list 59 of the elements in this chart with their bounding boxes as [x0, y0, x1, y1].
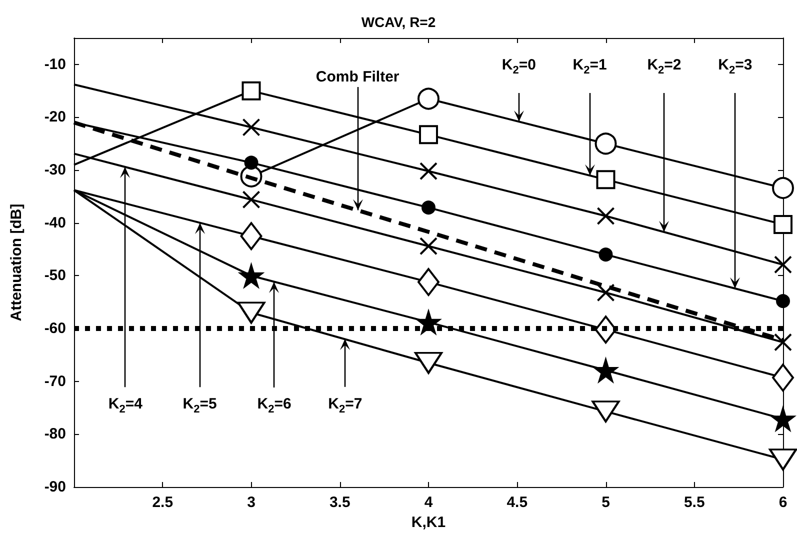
- point: [774, 256, 792, 274]
- y-tick-label: -50: [44, 267, 66, 284]
- x-tick-label: 6: [778, 494, 788, 511]
- annotation: K$_{2}$=6: [257, 396, 292, 416]
- point: [598, 248, 613, 262]
- point: [422, 200, 436, 215]
- y-axis-title: Attenuation [dB]: [8, 204, 25, 322]
- point: [772, 364, 794, 392]
- x-tick-label: 2.5: [152, 494, 174, 511]
- point: [596, 207, 615, 226]
- point: [240, 222, 262, 250]
- point: [238, 263, 264, 288]
- point: [770, 406, 796, 432]
- annotation: K$_{2}$=1: [572, 56, 607, 76]
- point: [596, 284, 615, 302]
- point: [776, 294, 790, 308]
- y-tick-label: -90: [44, 478, 66, 496]
- point: [237, 302, 266, 324]
- point: [772, 177, 794, 200]
- point: [596, 170, 616, 190]
- annotation: K$_{2}$=4: [108, 396, 142, 416]
- point: [774, 214, 792, 234]
- y-tick-label: -60: [44, 320, 66, 338]
- point: [593, 358, 618, 383]
- x-tick-label: 3: [247, 494, 256, 511]
- point: [244, 156, 258, 170]
- point: [416, 310, 441, 335]
- y-tick-label: -10: [44, 56, 66, 73]
- point: [420, 237, 438, 256]
- point: [418, 268, 440, 296]
- annotation: K$_{2}$=3: [718, 56, 752, 76]
- x-tick-label: 3.5: [329, 494, 350, 511]
- annotation: K$_{2}$=2: [647, 56, 682, 76]
- chart-title: WCAV, R=2: [361, 14, 436, 30]
- annotation: K$_{2}$=7: [328, 396, 362, 416]
- annotation: K$_{2}$=5: [182, 396, 217, 416]
- point: [414, 352, 442, 374]
- x-tick-label: 5.5: [684, 494, 705, 511]
- annotation: Comb Filter: [316, 68, 400, 86]
- point: [418, 88, 440, 110]
- y-tick-label: -40: [44, 214, 66, 232]
- point: [769, 448, 797, 471]
- point: [774, 333, 792, 352]
- y-tick-label: -30: [44, 162, 66, 179]
- x-tick-label: 5: [602, 494, 610, 511]
- point: [592, 400, 620, 422]
- point: [242, 118, 260, 136]
- y-tick-label: -80: [44, 426, 66, 443]
- annotation: K$_{2}$=0: [502, 56, 536, 76]
- point: [594, 132, 617, 155]
- point: [242, 190, 260, 209]
- x-tick-label: 4.5: [506, 494, 528, 511]
- point: [419, 125, 438, 144]
- x-tick-label: 4: [424, 494, 434, 511]
- point: [420, 162, 438, 180]
- point: [242, 81, 261, 100]
- y-tick-label: -70: [44, 372, 66, 390]
- x-axis-title: K,K1: [411, 514, 446, 531]
- y-tick-label: -20: [44, 108, 66, 126]
